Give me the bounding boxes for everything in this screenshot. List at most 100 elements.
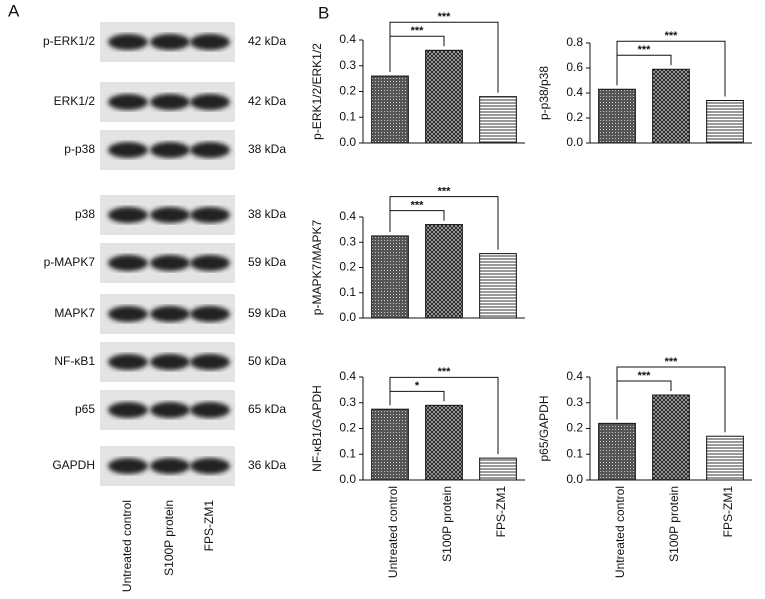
significance-bracket [389, 21, 499, 93]
protein-label: p-p38 [64, 142, 95, 156]
panel-label: B [318, 3, 329, 22]
size-label: 38 kDa [248, 142, 286, 156]
x-tick-label: FPS-ZM1 [494, 486, 508, 538]
bar [425, 224, 463, 319]
blot-band [108, 142, 148, 158]
size-label: 65 kDa [248, 402, 286, 416]
blot-band [190, 255, 230, 271]
significance-bracket [389, 376, 499, 455]
y-tick-label: 0.2 [566, 110, 583, 124]
bar [598, 422, 636, 481]
blot-band [108, 458, 148, 474]
bar [425, 404, 463, 481]
y-tick-label: 0.0 [339, 472, 356, 486]
y-tick-label: 0.1 [339, 446, 356, 460]
blot-band [190, 94, 230, 110]
bar [479, 96, 517, 144]
y-axis-label: p-MAPK7/MAPK7 [310, 219, 324, 315]
bar [371, 235, 409, 319]
significance-label: * [415, 380, 420, 392]
blot-band [190, 207, 230, 223]
x-tick-label: S100P protein [440, 486, 454, 562]
bar [706, 100, 744, 144]
protein-label: NF-κB1 [54, 354, 95, 368]
x-tick-label: FPS-ZM1 [721, 486, 735, 538]
y-axis-label: NF-κB1/GAPDH [310, 385, 324, 472]
significance-bracket [616, 40, 726, 97]
lane-label: Untreated control [120, 500, 134, 592]
size-label: 42 kDa [248, 34, 286, 48]
blot-band [108, 402, 148, 418]
size-label: 36 kDa [248, 458, 286, 472]
y-axis-label: p-p38/p38 [537, 66, 551, 120]
size-label: 59 kDa [248, 306, 286, 320]
blot-band [190, 142, 230, 158]
y-tick-label: 0.4 [566, 369, 583, 383]
blot-band [108, 94, 148, 110]
x-tick-label: Untreated control [613, 486, 627, 578]
significance-label: *** [665, 30, 679, 42]
y-tick-label: 0.6 [566, 60, 583, 74]
protein-label: MAPK7 [54, 306, 95, 320]
blot-band [150, 306, 190, 322]
y-tick-label: 0.3 [339, 58, 356, 72]
blot-band [190, 306, 230, 322]
blot-band [150, 458, 190, 474]
bar [652, 68, 690, 144]
significance-label: *** [438, 366, 452, 378]
significance-label: *** [638, 370, 652, 382]
significance-label: *** [665, 356, 679, 368]
y-tick-label: 0.3 [566, 395, 583, 409]
y-tick-label: 0.0 [566, 135, 583, 149]
protein-label: ERK1/2 [54, 94, 96, 108]
blot-band [150, 255, 190, 271]
protein-label: p65 [75, 402, 95, 416]
significance-label: *** [638, 44, 652, 56]
blot-band [190, 354, 230, 370]
y-tick-label: 0.2 [339, 260, 356, 274]
bar [598, 88, 636, 144]
blot-band [150, 402, 190, 418]
y-tick-label: 0.0 [566, 472, 583, 486]
blot-band [190, 458, 230, 474]
blot-band [108, 207, 148, 223]
size-label: 50 kDa [248, 354, 286, 368]
panel-label: A [8, 1, 20, 20]
size-label: 42 kDa [248, 94, 286, 108]
significance-label: *** [438, 185, 452, 197]
y-tick-label: 0.3 [339, 234, 356, 248]
bar [652, 394, 690, 481]
significance-label: *** [411, 25, 425, 37]
y-tick-label: 0.8 [566, 35, 583, 49]
blot-band [150, 207, 190, 223]
significance-label: *** [438, 11, 452, 23]
blot-band [150, 354, 190, 370]
protein-label: p-ERK1/2 [43, 34, 95, 48]
y-axis-label: p65/GAPDH [537, 395, 551, 461]
bar [479, 457, 517, 481]
y-tick-label: 0.1 [566, 446, 583, 460]
y-tick-label: 0.1 [339, 109, 356, 123]
blot-band [108, 354, 148, 370]
bar [479, 253, 517, 319]
significance-bracket [389, 196, 499, 250]
y-tick-label: 0.0 [339, 135, 356, 149]
blot-band [150, 34, 190, 50]
y-tick-label: 0.4 [339, 209, 356, 223]
protein-label: p-MAPK7 [44, 255, 96, 269]
y-axis-label: p-ERK1/2/ERK1/2 [310, 43, 324, 140]
significance-label: *** [411, 199, 425, 211]
blot-band [150, 94, 190, 110]
protein-label: GAPDH [52, 458, 95, 472]
size-label: 38 kDa [248, 207, 286, 221]
significance-bracket [616, 366, 726, 433]
size-label: 59 kDa [248, 255, 286, 269]
blot-band [190, 34, 230, 50]
y-tick-label: 0.2 [566, 421, 583, 435]
blot-band [190, 402, 230, 418]
y-tick-label: 0.4 [566, 85, 583, 99]
y-tick-label: 0.1 [339, 285, 356, 299]
blot-band [150, 142, 190, 158]
bar [371, 408, 409, 481]
blot-band [108, 34, 148, 50]
